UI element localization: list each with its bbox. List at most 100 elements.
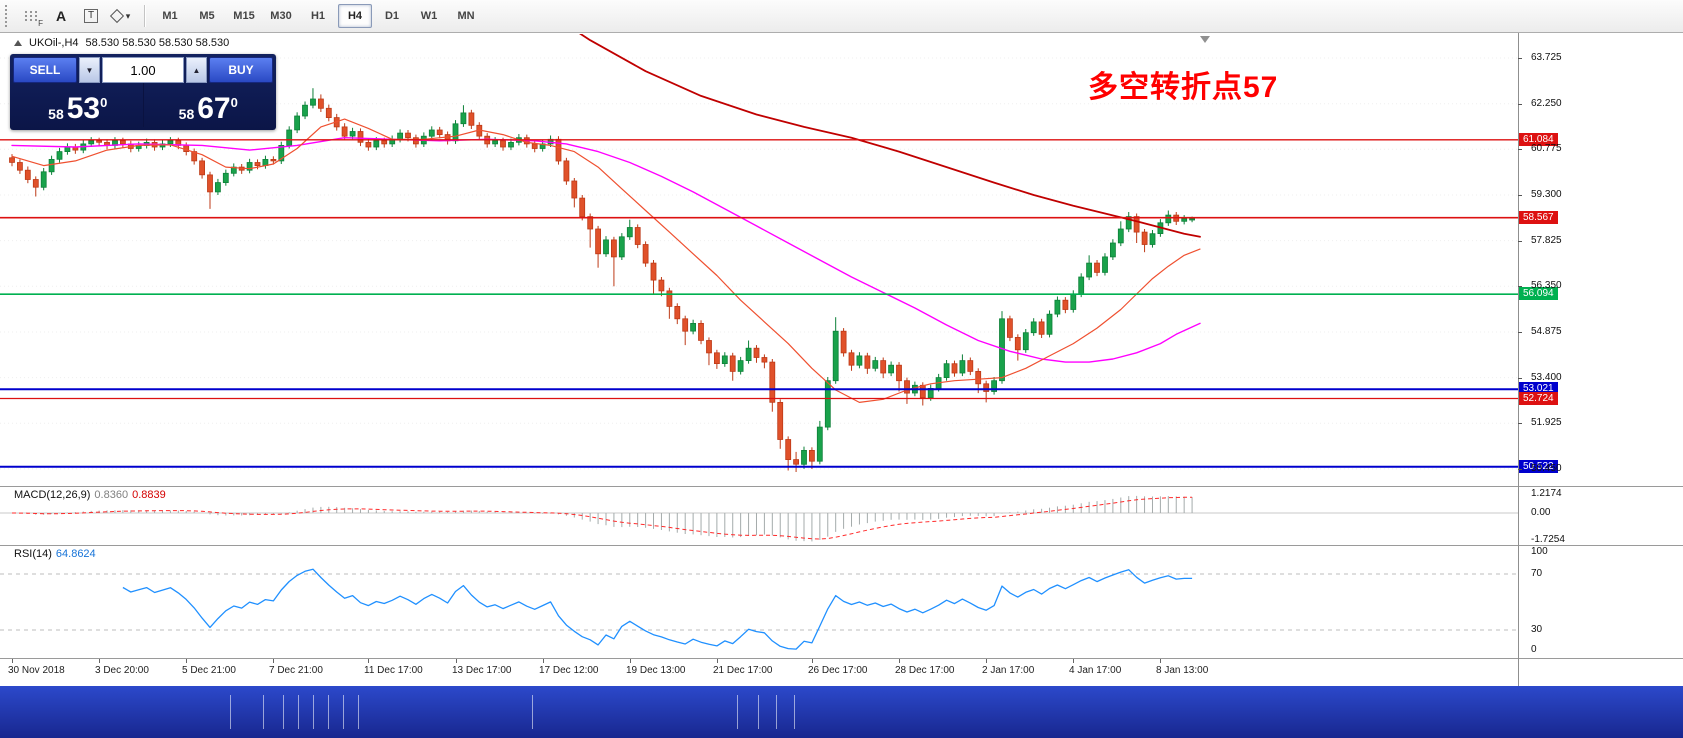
time-axis-tickmark [12, 659, 13, 663]
toolbar-drag-handle[interactable] [5, 5, 11, 27]
timeframe-button-m30[interactable]: M30 [270, 10, 292, 22]
price-axis-tickmark [1518, 58, 1522, 59]
symbol-marker-icon [14, 40, 22, 46]
text-annotation-tool-button[interactable]: A [47, 3, 75, 29]
taskbar-item-separator [758, 695, 759, 729]
macd-axis-label: 1.2174 [1531, 488, 1562, 499]
timeframe-button-h4[interactable]: H4 [338, 4, 372, 28]
rsi-name: RSI(14) [14, 548, 52, 560]
shapes-icon [109, 8, 124, 24]
volume-increase-button[interactable]: ▲ [186, 57, 207, 83]
time-axis-label: 17 Dec 12:00 [539, 665, 599, 676]
price-axis-label: 51.925 [1531, 417, 1562, 428]
time-axis-label: 11 Dec 17:00 [364, 665, 423, 676]
rsi-value: 64.8624 [55, 548, 96, 560]
price-axis-label: 53.400 [1531, 372, 1562, 383]
timeframe-buttons: M1 M5 M15 M30 H1 H4 D1 W1 MN [153, 4, 483, 28]
timeframe-button-w1[interactable]: W1 [420, 10, 438, 22]
time-axis-tickmark [986, 659, 987, 663]
ohlc-header: UKOil-,H4 58.530 58.530 58.530 58.530 [14, 37, 229, 49]
sell-price-point: 0 [100, 95, 108, 110]
taskbar-item-separator [776, 695, 777, 729]
time-axis-label: 13 Dec 17:00 [452, 665, 512, 676]
rsi-panel [0, 546, 1518, 663]
rsi-chart [0, 568, 1518, 650]
taskbar-item-separator [328, 695, 329, 729]
timeframe-button-h1[interactable]: H1 [310, 10, 326, 22]
taskbar-item-separator [298, 695, 299, 729]
volume-input[interactable]: 1.00 [102, 57, 184, 83]
macd-axis-label: -1.7254 [1531, 534, 1565, 545]
timeframe-button-m15[interactable]: M15 [233, 10, 255, 22]
taskbar-item-separator [230, 695, 231, 729]
time-axis-label: 30 Nov 2018 [8, 665, 65, 676]
buy-price-pips: 67 [197, 92, 231, 126]
price-axis-label: 56.350 [1531, 280, 1562, 291]
time-axis-label: 28 Dec 17:00 [895, 665, 955, 676]
time-axis-tickmark [899, 659, 900, 663]
chart-canvas[interactable] [0, 8, 1518, 486]
price-axis-tickmark [1518, 469, 1522, 470]
rsi-axis-label: 70 [1531, 568, 1543, 579]
candlestick-chart[interactable] [0, 8, 1518, 486]
price-axis-line [1518, 33, 1519, 686]
time-axis-label: 21 Dec 17:00 [713, 665, 773, 676]
letter-a-icon: A [55, 8, 67, 24]
price-axis-label: 63.725 [1531, 52, 1562, 63]
chevron-down-icon: ▾ [125, 10, 131, 21]
macd-signal-line [11, 496, 1193, 540]
grid-layer [0, 57, 1518, 470]
chart-text-annotation: 多空转折点57 [1088, 71, 1279, 104]
symbol-period-label: UKOil-,H4 [29, 37, 79, 49]
chart-grid-tool-button[interactable]: F [17, 3, 45, 29]
time-axis-tickmark [368, 659, 369, 663]
textbox-tool-button[interactable]: T [77, 3, 105, 29]
taskbar-item-separator [358, 695, 359, 729]
macd-label: MACD(12,26,9) 0.8360 0.8839 [14, 489, 166, 501]
sell-price[interactable]: 58 53 0 [13, 83, 143, 127]
rsi-axis-label: 0 [1531, 644, 1537, 655]
price-axis-tickmark [1518, 104, 1522, 105]
price-axis-label: 50.450 [1531, 463, 1562, 474]
price-line-badge: 58.567 [1519, 211, 1558, 224]
taskbar-item-separator [737, 695, 738, 729]
timeframe-button-m5[interactable]: M5 [199, 10, 215, 22]
rsi-axis-label: 100 [1531, 546, 1548, 557]
price-line-badge: 53.021 [1519, 382, 1558, 395]
panel-separator[interactable] [0, 486, 1683, 487]
time-axis-label: 2 Jan 17:00 [982, 665, 1035, 676]
time-axis[interactable]: 30 Nov 2018 3 Dec 20:00 5 Dec 21:00 7 Dec 2… [0, 659, 1518, 686]
volume-decrease-button[interactable]: ▼ [79, 57, 100, 83]
time-axis-tickmark [1160, 659, 1161, 663]
chart-shift-marker-icon[interactable] [1200, 36, 1210, 43]
price-axis-label: 57.825 [1531, 235, 1562, 246]
time-axis-tickmark [99, 659, 100, 663]
timeframe-button-m1[interactable]: M1 [162, 10, 178, 22]
price-axis-label: 54.875 [1531, 326, 1562, 337]
buy-button[interactable]: BUY [209, 57, 273, 83]
time-axis-tickmark [812, 659, 813, 663]
taskbar-item-separator [794, 695, 795, 729]
taskbar-item-separator [532, 695, 533, 729]
timeframe-button-d1[interactable]: D1 [384, 10, 400, 22]
panel-separator[interactable] [0, 545, 1683, 546]
price-line-badge: 61.084 [1519, 133, 1558, 146]
price-line-badge: 50.522 [1519, 460, 1558, 473]
taskbar-item-separator [343, 695, 344, 729]
time-axis-tickmark [717, 659, 718, 663]
shapes-tool-button[interactable]: ▾ [107, 3, 135, 29]
price-axis-label: 59.300 [1531, 189, 1562, 200]
macd-histogram [19, 495, 1193, 542]
buy-price[interactable]: 58 67 0 [142, 83, 274, 127]
price-axis-tickmark [1518, 149, 1522, 150]
panel-separator [0, 658, 1683, 659]
sell-button[interactable]: SELL [13, 57, 77, 83]
taskbar[interactable] [0, 686, 1683, 738]
ohlc-values: 58.530 58.530 58.530 58.530 [85, 37, 230, 49]
timeframe-button-mn[interactable]: MN [457, 10, 475, 22]
ma-long [541, 8, 1201, 238]
taskbar-item-separator [283, 695, 284, 729]
macd-chart [0, 495, 1518, 542]
price-line-badge: 56.094 [1519, 287, 1558, 300]
